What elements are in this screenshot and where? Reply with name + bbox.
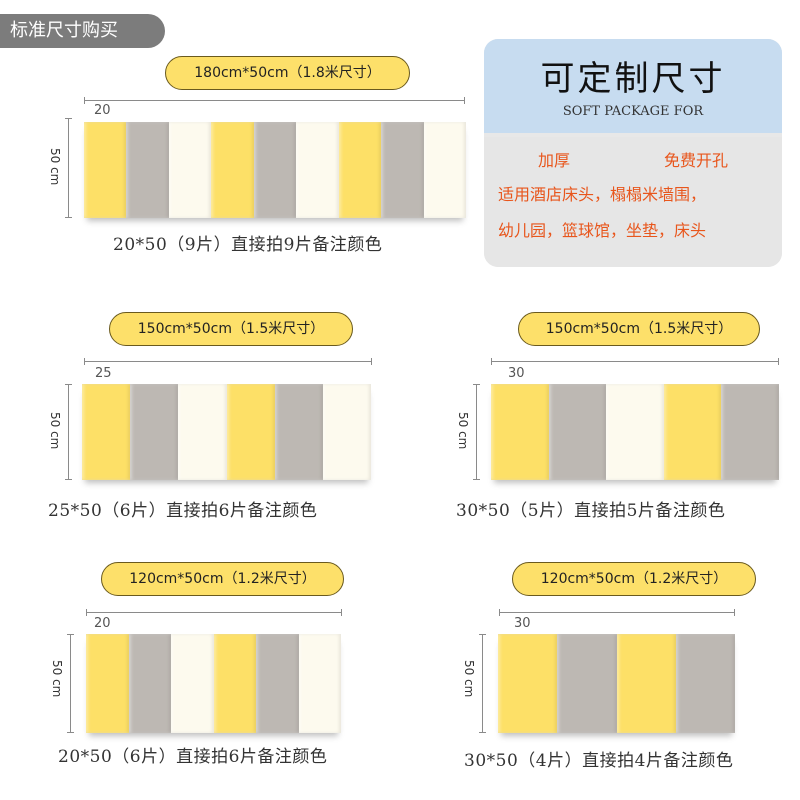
panel-cream (322, 384, 372, 480)
panel-gray (381, 122, 424, 218)
width-label: 30 (514, 616, 531, 631)
height-dimension-line (65, 384, 72, 480)
height-dimension-line (67, 634, 74, 733)
panel-cream (171, 634, 214, 733)
variant-caption: 20*50（6片）直接拍6片备注颜色 (58, 747, 328, 767)
usage-line-2: 幼儿园，篮球馆，坐垫，床头 (498, 221, 707, 240)
size-label-180: 180cm*50cm（1.8米尺寸） (165, 56, 410, 90)
size-label-120b: 120cm*50cm（1.2米尺寸） (512, 562, 756, 596)
width-label: 20 (94, 103, 111, 118)
size-label-150a: 150cm*50cm（1.5米尺寸） (109, 312, 353, 346)
panel-cream (178, 384, 227, 480)
variant-caption: 30*50（5片）直接拍5片备注颜色 (456, 501, 726, 521)
panel-strip (498, 634, 735, 733)
panel-yellow (498, 634, 558, 733)
panel-yellow (226, 384, 275, 480)
panel-yellow (211, 122, 254, 218)
panel-strip (86, 634, 341, 733)
custom-size-title: 可定制尺寸 (540, 59, 726, 99)
height-label: 50 cm (48, 148, 62, 186)
variant-caption: 30*50（4片）直接拍4片备注颜色 (464, 751, 734, 771)
custom-size-subtitle: SOFT PACKAGE FOR (562, 104, 704, 119)
panel-gray (548, 384, 607, 480)
height-label: 50 cm (462, 660, 476, 698)
panel-gray (253, 122, 297, 218)
height-label: 50 cm (48, 412, 62, 450)
panel-yellow (616, 634, 676, 733)
size-label-120a: 120cm*50cm（1.2米尺寸） (101, 562, 344, 596)
panel-yellow (84, 122, 127, 218)
custom-size-header: 可定制尺寸 SOFT PACKAGE FOR (484, 39, 782, 133)
panel-cream (423, 122, 466, 218)
panel-gray (557, 634, 617, 733)
width-dimension-line (491, 358, 779, 365)
panel-yellow (213, 634, 256, 733)
usage-line-1: 适用酒店床头，榻榻米墙围， (498, 185, 707, 204)
custom-size-box: 可定制尺寸 SOFT PACKAGE FOR 加厚 免费开孔 适用酒店床头，榻榻… (484, 39, 782, 267)
height-dimension-line (65, 118, 72, 218)
panel-yellow (86, 634, 129, 733)
panel-gray (274, 384, 323, 480)
panel-gray (126, 122, 169, 218)
width-dimension-line (499, 609, 735, 616)
panel-strip (82, 384, 372, 480)
height-label: 50 cm (456, 412, 470, 450)
size-label-150b: 150cm*50cm（1.5米尺寸） (518, 312, 760, 346)
panel-strip (84, 122, 466, 218)
standard-size-tag: 标准尺寸购买 (0, 14, 165, 48)
custom-size-features: 加厚 免费开孔 适用酒店床头，榻榻米墙围， 幼儿园，篮球馆，坐垫，床头 (484, 137, 782, 267)
panel-gray (721, 384, 779, 480)
feature-free-holes: 免费开孔 (664, 151, 729, 170)
panel-gray (130, 384, 179, 480)
width-label: 20 (94, 616, 111, 631)
panel-yellow (663, 384, 722, 480)
height-label: 50 cm (50, 660, 64, 698)
panel-cream (606, 384, 664, 480)
width-label: 30 (508, 366, 525, 381)
height-dimension-line (473, 384, 480, 480)
panel-yellow (491, 384, 549, 480)
panel-cream (298, 634, 341, 733)
feature-thick: 加厚 (538, 151, 571, 170)
panel-cream (168, 122, 212, 218)
panel-yellow (338, 122, 382, 218)
variant-caption: 25*50（6片）直接拍6片备注颜色 (48, 501, 318, 521)
width-label: 25 (95, 366, 112, 381)
width-dimension-line (84, 358, 372, 365)
width-dimension-line (84, 97, 465, 104)
panel-gray (256, 634, 299, 733)
variant-caption: 20*50（9片）直接拍9片备注颜色 (113, 235, 383, 255)
panel-gray (128, 634, 171, 733)
panel-gray (675, 634, 735, 733)
panel-cream (296, 122, 339, 218)
width-dimension-line (86, 609, 342, 616)
height-dimension-line (479, 634, 486, 733)
panel-yellow (82, 384, 131, 480)
panel-strip (491, 384, 779, 480)
